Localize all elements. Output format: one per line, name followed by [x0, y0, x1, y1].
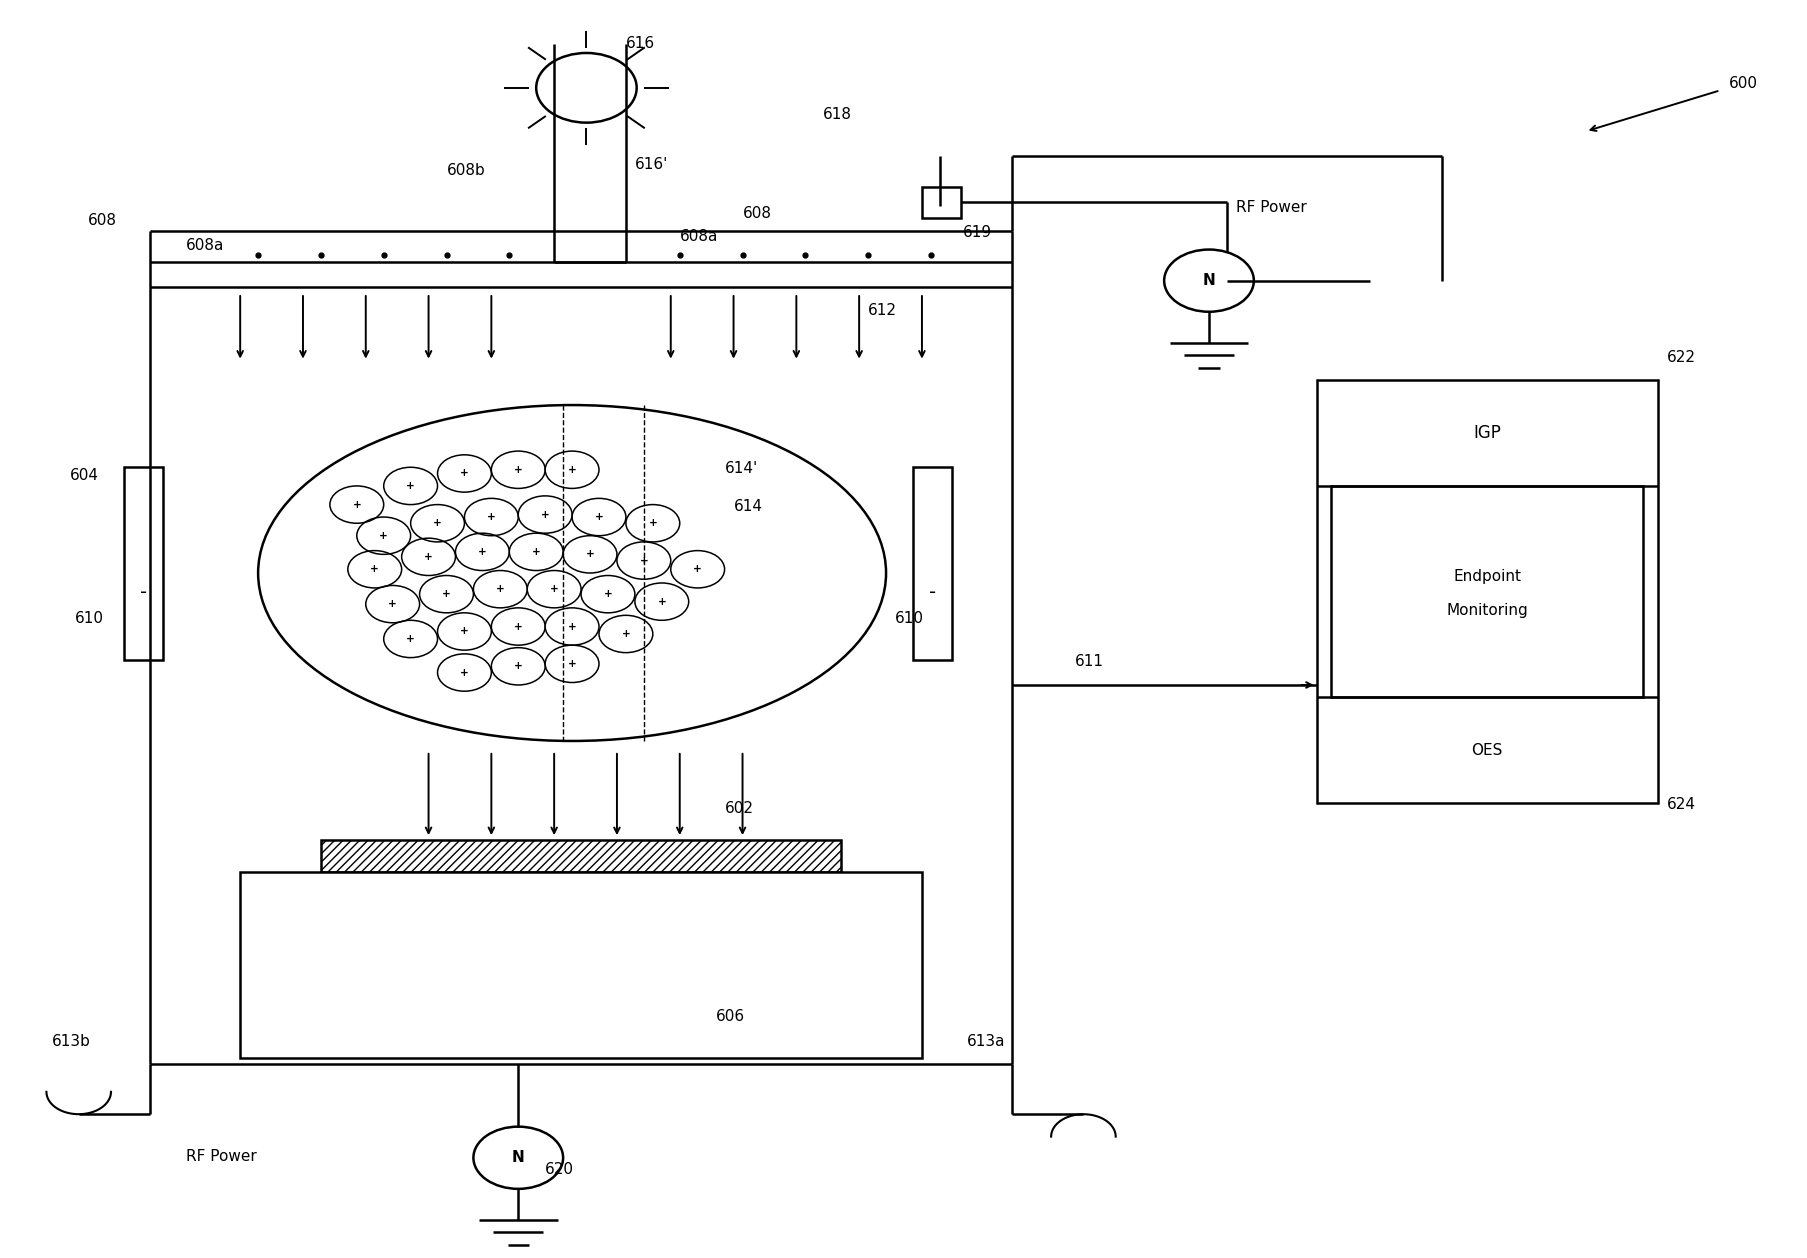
Text: 616': 616' [634, 157, 669, 171]
Text: Monitoring: Monitoring [1446, 603, 1527, 618]
Text: +: + [567, 464, 576, 474]
Text: 613b: 613b [52, 1034, 90, 1049]
Text: 620: 620 [546, 1162, 575, 1177]
Text: 611: 611 [1073, 654, 1102, 669]
Text: 608a: 608a [186, 238, 224, 253]
Text: 624: 624 [1666, 798, 1695, 813]
Text: 608: 608 [743, 206, 772, 221]
Text: 619: 619 [963, 225, 992, 240]
Text: +: + [692, 565, 701, 575]
Bar [123, 467, 163, 660]
Text: +: + [407, 481, 416, 491]
Text: 622: 622 [1666, 350, 1695, 365]
Text: 608: 608 [87, 213, 117, 228]
Text: 618: 618 [822, 107, 851, 122]
Text: +: + [513, 464, 522, 474]
Bar [240, 872, 922, 1058]
Text: +: + [540, 509, 549, 520]
Text: 614: 614 [734, 499, 763, 513]
Text: +: + [477, 547, 486, 557]
Text: +: + [658, 596, 665, 606]
Text: +: + [513, 621, 522, 632]
Text: 612: 612 [867, 303, 896, 318]
Bar [922, 187, 961, 219]
Bar [913, 467, 952, 660]
Text: 610: 610 [894, 611, 923, 625]
Text: OES: OES [1471, 742, 1502, 757]
Text: +: + [459, 468, 468, 478]
Text: +: + [370, 565, 379, 575]
Text: +: + [407, 634, 416, 644]
Text: 616: 616 [625, 36, 654, 52]
Text: +: + [434, 518, 441, 528]
Text: N: N [1202, 273, 1214, 288]
Text: +: + [459, 626, 468, 637]
Text: 608a: 608a [679, 229, 717, 244]
Text: N: N [511, 1150, 524, 1165]
Text: +: + [495, 584, 504, 594]
Text: RF Power: RF Power [186, 1150, 257, 1165]
Text: +: + [567, 621, 576, 632]
Text: +: + [486, 512, 495, 522]
Text: +: + [649, 518, 656, 528]
Text: 610: 610 [76, 611, 105, 625]
Text: +: + [595, 512, 604, 522]
Text: 606: 606 [716, 1009, 744, 1024]
Bar [320, 840, 840, 872]
Text: +: + [549, 584, 558, 594]
Bar [1330, 486, 1643, 697]
Text: Endpoint: Endpoint [1453, 570, 1520, 584]
Text: +: + [622, 629, 631, 639]
Text: -: - [139, 584, 146, 603]
Text: +: + [640, 556, 649, 566]
Text: 604: 604 [70, 468, 99, 483]
Text: +: + [567, 659, 576, 669]
Text: 613a: 613a [967, 1034, 1005, 1049]
Text: +: + [379, 531, 389, 541]
Text: +: + [459, 668, 468, 678]
Text: 608b: 608b [446, 162, 484, 177]
Text: +: + [352, 499, 361, 509]
Text: +: + [604, 589, 613, 599]
Text: +: + [425, 552, 432, 562]
Text: RF Power: RF Power [1236, 200, 1306, 215]
Text: +: + [389, 599, 398, 609]
Text: 600: 600 [1727, 75, 1758, 91]
Text: -: - [929, 584, 936, 603]
Text: +: + [513, 662, 522, 672]
Bar [1315, 380, 1657, 803]
Text: +: + [585, 550, 595, 560]
Text: +: + [443, 589, 450, 599]
Text: +: + [531, 547, 540, 557]
Text: 602: 602 [725, 801, 754, 816]
Text: 614': 614' [725, 462, 757, 477]
Text: IGP: IGP [1473, 424, 1500, 442]
